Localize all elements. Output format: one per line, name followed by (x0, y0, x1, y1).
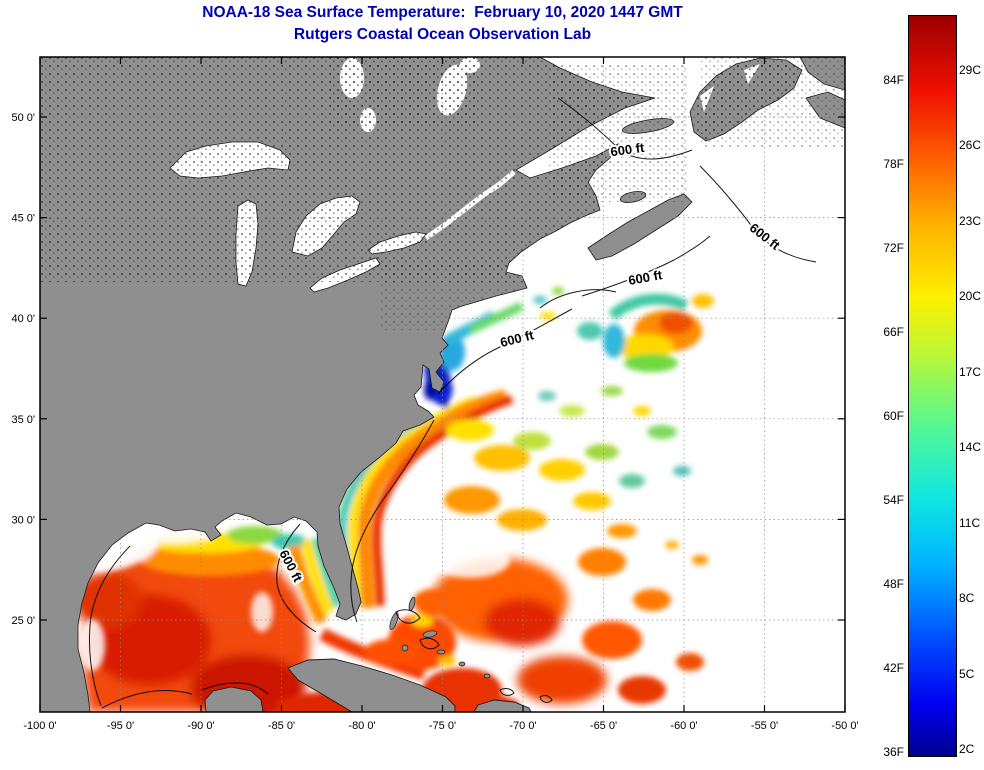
colorbar-c-label: 23C (959, 214, 982, 228)
colorbar-f-label: 60F (883, 409, 904, 423)
colorbar-f-label: 36F (883, 745, 904, 759)
sst-map-figure: 600 ft 600 ft 600 ft 600 ft 600 ft -100 … (11, 56, 859, 732)
y-tick-label: 25 0' (11, 615, 35, 627)
bathymetry-contours (89, 97, 817, 709)
colorbar-c-label: 8C (959, 591, 975, 605)
x-axis-tick-labels: -100 0' -95 0' -90 0' -85 0' -80 0' -75 … (23, 720, 858, 732)
x-tick-label: -100 0' (23, 720, 56, 732)
contour-label-gulf-st-lawrence: 600 ft (610, 140, 646, 160)
x-tick-label: -65 0' (590, 720, 617, 732)
nova-scotia (587, 193, 693, 261)
colorbar-c-label: 17C (959, 365, 982, 379)
x-tick-label: -50 0' (831, 720, 858, 732)
y-tick-label: 40 0' (11, 313, 35, 325)
map-title: NOAA-18 Sea Surface Temperature: Februar… (202, 4, 683, 21)
figure-titles: NOAA-18 Sea Surface Temperature: Februar… (40, 2, 845, 47)
colorbar-c-label: 2C (959, 742, 975, 756)
y-tick-label: 45 0' (11, 213, 35, 225)
colorbar-c-label: 5C (959, 667, 975, 681)
y-tick-label: 35 0' (11, 414, 35, 426)
cuba (287, 658, 456, 712)
x-tick-label: -85 0' (268, 720, 295, 732)
colorbar-c-label: 11C (959, 516, 981, 530)
map-subtitle: Rutgers Coastal Ocean Observation Lab (293, 26, 592, 44)
colorbar-f-label: 48F (883, 577, 904, 591)
x-tick-label: -60 0' (670, 720, 697, 732)
sst-data-layer (74, 287, 714, 712)
axis-ticks (39, 57, 846, 712)
x-tick-label: -70 0' (509, 720, 536, 732)
colorbar-f-label: 72F (883, 241, 904, 255)
colorbar-f-label: 66F (883, 325, 904, 339)
x-tick-label: -75 0' (429, 720, 456, 732)
x-tick-label: -90 0' (187, 720, 214, 732)
colorbar-c-label: 29C (959, 63, 982, 77)
yucatan (204, 686, 264, 712)
y-tick-label: 30 0' (11, 514, 35, 526)
colorbar-f-label: 84F (883, 73, 904, 87)
colorbar-c-label: 20C (959, 289, 982, 303)
colorbar-f-label: 54F (883, 493, 904, 507)
colorbar: 84F 78F 72F 66F 60F 54F 48F 42F 36F 29C … (860, 0, 984, 770)
x-tick-label: -55 0' (751, 720, 778, 732)
colorbar-f-label: 78F (883, 157, 904, 171)
colorbar-f-label: 42F (883, 661, 904, 675)
colorbar-c-label: 26C (959, 138, 982, 152)
bahamas-islands (389, 596, 491, 679)
hispaniola (473, 699, 532, 712)
graticule-gridlines (40, 57, 845, 712)
y-tick-label: 50 0' (11, 112, 35, 124)
y-axis-tick-labels: 50 0' 45 0' 40 0' 35 0' 30 0' 25 0' (11, 112, 35, 627)
x-tick-label: -95 0' (107, 720, 134, 732)
colorbar-c-label: 14C (959, 440, 982, 454)
colorbar-gradient (908, 15, 957, 757)
x-tick-label: -80 0' (348, 720, 375, 732)
